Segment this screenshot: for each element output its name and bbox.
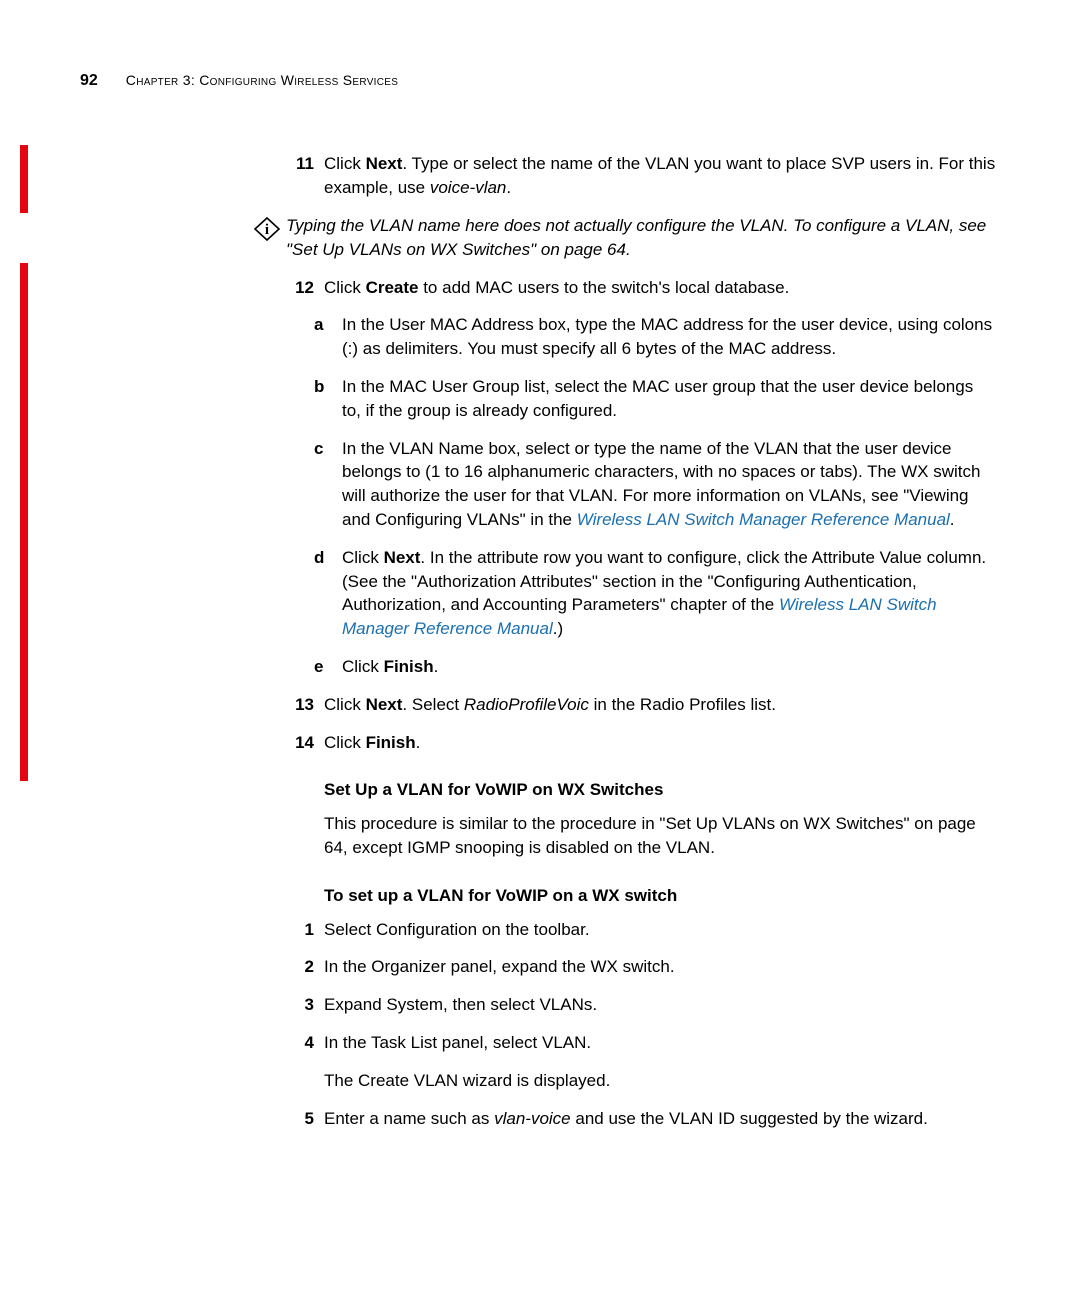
note-body: Typing the VLAN name here does not actua… bbox=[286, 214, 996, 262]
text: in the Radio Profiles list. bbox=[589, 695, 776, 714]
section-paragraph: This procedure is similar to the procedu… bbox=[324, 812, 996, 860]
italic-text: voice-vlan bbox=[430, 178, 507, 197]
bold-text: Create bbox=[366, 278, 419, 297]
substep-body: Click Next. In the attribute row you wan… bbox=[342, 546, 996, 641]
bold-text: Finish bbox=[384, 657, 434, 676]
step-number: 13 bbox=[286, 693, 324, 717]
text: Enter a name such as bbox=[324, 1109, 494, 1128]
section-step-2: 2 In the Organizer panel, expand the WX … bbox=[286, 955, 996, 979]
text: . bbox=[434, 657, 439, 676]
substep-body: In the User MAC Address box, type the MA… bbox=[342, 313, 996, 361]
bold-text: Next bbox=[384, 548, 421, 567]
substep-letter: d bbox=[314, 546, 342, 570]
step-body: In the Task List panel, select VLAN. bbox=[324, 1031, 996, 1055]
step-body: Click Create to add MAC users to the swi… bbox=[324, 276, 996, 300]
step-body: Select Configuration on the toolbar. bbox=[324, 918, 996, 942]
margin-change-bars bbox=[20, 0, 38, 1296]
step-11: 11 Click Next. Type or select the name o… bbox=[286, 152, 996, 200]
text: . bbox=[950, 510, 955, 529]
section-subheading: To set up a VLAN for VoWIP on a WX switc… bbox=[324, 884, 996, 908]
step-number: 14 bbox=[286, 731, 324, 755]
text: .) bbox=[553, 619, 563, 638]
section-step-4-continuation: The Create VLAN wizard is displayed. bbox=[286, 1069, 996, 1093]
text: Click bbox=[324, 733, 366, 752]
text: . bbox=[506, 178, 511, 197]
substep-12d: d Click Next. In the attribute row you w… bbox=[314, 546, 996, 641]
page-number: 92 bbox=[80, 70, 98, 92]
step-number: 12 bbox=[286, 276, 324, 300]
text: Click bbox=[342, 548, 384, 567]
info-icon: i bbox=[248, 214, 286, 242]
substep-body: In the MAC User Group list, select the M… bbox=[342, 375, 996, 423]
step-body: Click Next. Type or select the name of t… bbox=[324, 152, 996, 200]
text: Click bbox=[342, 657, 384, 676]
section-step-3: 3 Expand System, then select VLANs. bbox=[286, 993, 996, 1017]
step-body: In the Organizer panel, expand the WX sw… bbox=[324, 955, 996, 979]
substep-12c: c In the VLAN Name box, select or type t… bbox=[314, 437, 996, 532]
italic-text: RadioProfileVoic bbox=[464, 695, 589, 714]
section-step-4: 4 In the Task List panel, select VLAN. bbox=[286, 1031, 996, 1055]
text: . Select bbox=[402, 695, 463, 714]
step-body: Enter a name such as vlan-voice and use … bbox=[324, 1107, 996, 1131]
svg-text:i: i bbox=[265, 222, 269, 238]
step-body: Click Next. Select RadioProfileVoic in t… bbox=[324, 693, 996, 717]
step-body: Click Finish. bbox=[324, 731, 996, 755]
step-13: 13 Click Next. Select RadioProfileVoic i… bbox=[286, 693, 996, 717]
substep-12b: b In the MAC User Group list, select the… bbox=[314, 375, 996, 423]
note: i Typing the VLAN name here does not act… bbox=[248, 214, 996, 262]
substep-12e: e Click Finish. bbox=[314, 655, 996, 679]
step-body: The Create VLAN wizard is displayed. bbox=[324, 1069, 996, 1093]
step-14: 14 Click Finish. bbox=[286, 731, 996, 755]
text: . Type or select the name of the VLAN yo… bbox=[324, 154, 995, 197]
step-number: 11 bbox=[286, 152, 324, 176]
change-bar bbox=[20, 145, 28, 213]
step-number: 4 bbox=[286, 1031, 324, 1055]
substep-letter: a bbox=[314, 313, 342, 337]
bold-text: Next bbox=[366, 695, 403, 714]
content: 11 Click Next. Type or select the name o… bbox=[286, 152, 996, 1130]
substep-12a: a In the User MAC Address box, type the … bbox=[314, 313, 996, 361]
text: . bbox=[416, 733, 421, 752]
text: to add MAC users to the switch's local d… bbox=[418, 278, 789, 297]
step-number: 3 bbox=[286, 993, 324, 1017]
text: Click bbox=[324, 695, 366, 714]
substep-letter: b bbox=[314, 375, 342, 399]
step-number: 1 bbox=[286, 918, 324, 942]
section-step-1: 1 Select Configuration on the toolbar. bbox=[286, 918, 996, 942]
italic-text: vlan-voice bbox=[494, 1109, 571, 1128]
substep-letter: e bbox=[314, 655, 342, 679]
section-step-5: 5 Enter a name such as vlan-voice and us… bbox=[286, 1107, 996, 1131]
link-text[interactable]: Wireless LAN Switch Manager Reference Ma… bbox=[577, 510, 950, 529]
bold-text: Finish bbox=[366, 733, 416, 752]
bold-text: Next bbox=[366, 154, 403, 173]
step-number: 5 bbox=[286, 1107, 324, 1131]
substep-body: In the VLAN Name box, select or type the… bbox=[342, 437, 996, 532]
text: and use the VLAN ID suggested by the wiz… bbox=[571, 1109, 928, 1128]
change-bar bbox=[20, 263, 28, 781]
page: 92 Chapter 3: Configuring Wireless Servi… bbox=[0, 0, 1080, 1296]
chapter-title: Chapter 3: Configuring Wireless Services bbox=[126, 71, 398, 91]
step-body: Expand System, then select VLANs. bbox=[324, 993, 996, 1017]
section-heading: Set Up a VLAN for VoWIP on WX Switches bbox=[324, 778, 996, 802]
step-12: 12 Click Create to add MAC users to the … bbox=[286, 276, 996, 300]
step-number: 2 bbox=[286, 955, 324, 979]
page-header: 92 Chapter 3: Configuring Wireless Servi… bbox=[80, 70, 1020, 92]
substep-body: Click Finish. bbox=[342, 655, 996, 679]
text: Click bbox=[324, 154, 366, 173]
text: Click bbox=[324, 278, 366, 297]
substep-letter: c bbox=[314, 437, 342, 461]
